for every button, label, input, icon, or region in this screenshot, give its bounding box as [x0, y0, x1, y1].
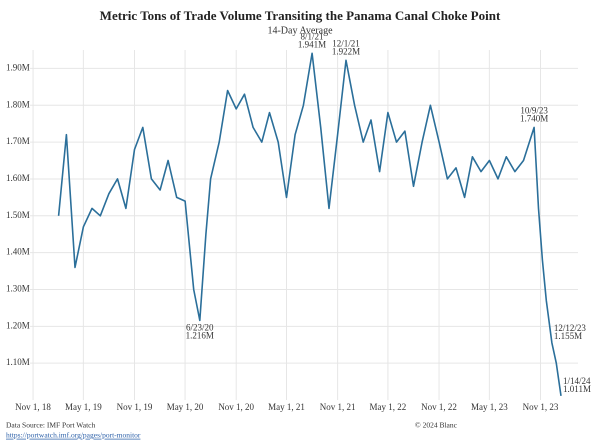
- y-tick-label: 1.50M: [6, 210, 30, 220]
- line: [57, 52, 562, 397]
- x-tick-label: Nov 1, 21: [320, 402, 356, 412]
- annotation-value: 1.740M: [520, 113, 548, 123]
- y-tick-label: 1.60M: [6, 173, 30, 183]
- x-tick-label: May 1, 20: [167, 402, 204, 412]
- x-tick-label: May 1, 23: [471, 402, 508, 412]
- x-tick-label: May 1, 19: [65, 402, 102, 412]
- y-tick-label: 1.90M: [6, 62, 30, 72]
- annotation-date: 12/1/21: [332, 38, 360, 48]
- y-tick-label: 1.80M: [6, 99, 30, 109]
- x-tick-label: May 1, 22: [370, 402, 407, 412]
- x-tick-label: May 1, 21: [268, 402, 305, 412]
- source: Data Source: IMF Port Watch: [6, 421, 95, 430]
- y-tick-label: 1.40M: [6, 247, 30, 257]
- source-url[interactable]: https://portwatch.imf.org/pages/port-mon…: [6, 431, 141, 440]
- annotation-value: 1.922M: [332, 46, 360, 56]
- annotation-value: 1.011M: [563, 384, 591, 394]
- x-tick-label: Nov 1, 19: [117, 402, 153, 412]
- annotation-value: 1.216M: [186, 330, 214, 340]
- annotation-date: 8/1/21: [301, 31, 324, 41]
- copyright: © 2024 Blanc: [415, 421, 458, 430]
- annotation-date: 1/14/24: [563, 376, 591, 386]
- chart-subtitle: 14-Day Average: [267, 25, 333, 36]
- y-tick-label: 1.70M: [6, 136, 30, 146]
- annotation-date: 6/23/20: [186, 322, 214, 332]
- annotation-value: 1.155M: [554, 331, 582, 341]
- x-tick-label: Nov 1, 23: [523, 402, 559, 412]
- y-tick-label: 1.10M: [6, 357, 30, 367]
- x-tick-label: Nov 1, 20: [218, 402, 254, 412]
- y-tick-label: 1.30M: [6, 284, 30, 294]
- annotation-date: 10/9/23: [520, 105, 548, 115]
- y-tick-label: 1.20M: [6, 320, 30, 330]
- chart-title: Metric Tons of Trade Volume Transiting t…: [100, 8, 501, 23]
- annotation-date: 12/12/23: [554, 323, 587, 333]
- x-tick-label: Nov 1, 18: [15, 402, 51, 412]
- annotation-value: 1.941M: [298, 39, 326, 49]
- x-tick-label: Nov 1, 22: [421, 402, 457, 412]
